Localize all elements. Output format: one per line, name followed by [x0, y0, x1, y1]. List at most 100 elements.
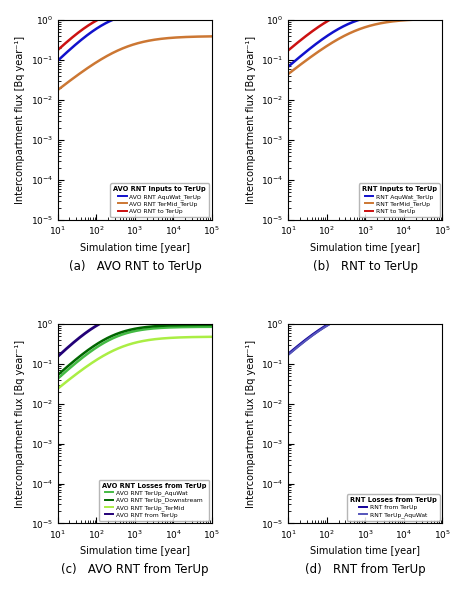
Line: AVO RNT TerMid_TerUp: AVO RNT TerMid_TerUp — [58, 36, 212, 90]
RNT to TerUp — [303, 33, 309, 40]
AVO RNT TerUp_Downstream — [73, 356, 78, 364]
AVO RNT from TerUp — [114, 313, 120, 320]
RNT from TerUp — [312, 329, 318, 336]
RNT from TerUp — [286, 350, 291, 358]
AVO RNT TerMid_TerUp — [121, 44, 126, 52]
RNT TerMid_TerUp — [345, 31, 350, 38]
AVO RNT AquWat_TerUp — [82, 34, 88, 41]
RNT TerUp_AquWat — [286, 351, 291, 358]
AVO RNT TerMid_TerUp — [82, 66, 88, 74]
RNT TerUp_AquWat — [437, 303, 442, 310]
Line: AVO RNT from TerUp: AVO RNT from TerUp — [58, 310, 212, 356]
Line: RNT from TerUp: RNT from TerUp — [288, 306, 443, 354]
AVO RNT TerMid_TerUp — [114, 47, 120, 55]
RNT from TerUp — [440, 302, 445, 310]
RNT TerUp_AquWat — [312, 330, 318, 337]
RNT to TerUp — [286, 47, 291, 54]
RNT TerUp_AquWat — [440, 303, 445, 310]
Y-axis label: Intercompartment flux [Bq year⁻¹]: Intercompartment flux [Bq year⁻¹] — [15, 36, 25, 204]
AVO RNT TerUp_Downstream — [82, 349, 88, 356]
RNT AquWat_TerUp — [440, 9, 445, 16]
Line: RNT AquWat_TerUp: RNT AquWat_TerUp — [288, 12, 443, 66]
Line: AVO RNT TerUp_Downstream: AVO RNT TerUp_Downstream — [58, 325, 212, 375]
Y-axis label: Intercompartment flux [Bq year⁻¹]: Intercompartment flux [Bq year⁻¹] — [246, 36, 255, 204]
AVO RNT from TerUp — [82, 330, 88, 337]
AVO RNT AquWat_TerUp — [206, 7, 212, 14]
AVO RNT TerMid_TerUp — [73, 73, 78, 80]
AVO RNT TerUp_AquWat — [206, 323, 212, 330]
AVO RNT TerUp_TerMid — [73, 371, 78, 378]
AVO RNT TerUp_AquWat — [209, 323, 215, 330]
X-axis label: Simulation time [year]: Simulation time [year] — [80, 546, 190, 556]
Text: (d)   RNT from TerUp: (d) RNT from TerUp — [305, 563, 426, 576]
AVO RNT from TerUp — [209, 306, 215, 313]
RNT AquWat_TerUp — [351, 18, 357, 25]
AVO RNT to TerUp — [114, 9, 120, 16]
AVO RNT from TerUp — [55, 353, 61, 360]
AVO RNT to TerUp — [206, 3, 212, 10]
Legend: RNT from TerUp, RNT TerUp_AquWat: RNT from TerUp, RNT TerUp_AquWat — [347, 495, 439, 521]
RNT TerUp_AquWat — [420, 303, 425, 310]
AVO RNT from TerUp — [206, 306, 212, 313]
AVO RNT TerUp_Downstream — [209, 321, 215, 329]
AVO RNT from TerUp — [190, 306, 195, 313]
RNT AquWat_TerUp — [286, 63, 291, 70]
RNT AquWat_TerUp — [312, 41, 318, 48]
RNT from TerUp — [345, 312, 350, 319]
AVO RNT from TerUp — [121, 311, 126, 318]
Line: AVO RNT TerUp_AquWat: AVO RNT TerUp_AquWat — [58, 327, 212, 378]
Line: RNT to TerUp: RNT to TerUp — [288, 2, 443, 50]
AVO RNT from TerUp — [73, 337, 78, 345]
AVO RNT TerUp_AquWat — [121, 330, 126, 337]
RNT to TerUp — [420, 0, 425, 6]
AVO RNT TerUp_Downstream — [190, 321, 195, 329]
Legend: AVO RNT TerUp_AquWat, AVO RNT TerUp_Downstream, AVO RNT TerUp_TerMid, AVO RNT fr: AVO RNT TerUp_AquWat, AVO RNT TerUp_Down… — [99, 480, 209, 521]
AVO RNT TerUp_Downstream — [121, 328, 126, 335]
AVO RNT AquWat_TerUp — [209, 7, 215, 14]
AVO RNT to TerUp — [82, 24, 88, 31]
AVO RNT AquWat_TerUp — [55, 57, 61, 64]
RNT to TerUp — [351, 6, 357, 13]
AVO RNT AquWat_TerUp — [190, 7, 195, 14]
AVO RNT TerUp_TerMid — [55, 385, 61, 392]
RNT TerMid_TerUp — [303, 57, 309, 64]
AVO RNT TerUp_TerMid — [209, 333, 215, 340]
AVO RNT TerUp_AquWat — [190, 323, 195, 330]
Y-axis label: Intercompartment flux [Bq year⁻¹]: Intercompartment flux [Bq year⁻¹] — [15, 340, 25, 508]
RNT to TerUp — [437, 0, 442, 6]
AVO RNT TerUp_AquWat — [55, 375, 61, 382]
Line: RNT TerUp_AquWat: RNT TerUp_AquWat — [288, 307, 443, 355]
AVO RNT AquWat_TerUp — [114, 15, 120, 22]
AVO RNT AquWat_TerUp — [121, 12, 126, 20]
AVO RNT TerUp_TerMid — [206, 333, 212, 340]
Legend: AVO RNT AquWat_TerUp, AVO RNT TerMid_TerUp, AVO RNT to TerUp: AVO RNT AquWat_TerUp, AVO RNT TerMid_Ter… — [110, 183, 209, 217]
Legend: RNT AquWat_TerUp, RNT TerMid_TerUp, RNT to TerUp: RNT AquWat_TerUp, RNT TerMid_TerUp, RNT … — [358, 183, 439, 217]
RNT from TerUp — [351, 310, 357, 317]
RNT TerMid_TerUp — [420, 16, 425, 23]
AVO RNT to TerUp — [73, 31, 78, 39]
AVO RNT to TerUp — [190, 3, 195, 10]
RNT TerMid_TerUp — [440, 15, 445, 23]
AVO RNT to TerUp — [121, 7, 126, 14]
AVO RNT TerUp_AquWat — [73, 360, 78, 367]
RNT TerMid_TerUp — [437, 15, 442, 23]
AVO RNT TerUp_TerMid — [190, 333, 195, 340]
AVO RNT TerMid_TerUp — [209, 33, 215, 40]
Text: (a)   AVO RNT to TerUp: (a) AVO RNT to TerUp — [69, 260, 201, 273]
X-axis label: Simulation time [year]: Simulation time [year] — [310, 243, 420, 253]
RNT TerMid_TerUp — [351, 28, 357, 35]
RNT from TerUp — [303, 336, 309, 343]
X-axis label: Simulation time [year]: Simulation time [year] — [310, 546, 420, 556]
AVO RNT TerMid_TerUp — [206, 33, 212, 40]
RNT AquWat_TerUp — [345, 21, 350, 28]
AVO RNT TerMid_TerUp — [55, 87, 61, 94]
X-axis label: Simulation time [year]: Simulation time [year] — [80, 243, 190, 253]
AVO RNT TerUp_Downstream — [55, 371, 61, 378]
AVO RNT AquWat_TerUp — [73, 41, 78, 48]
AVO RNT TerUp_TerMid — [82, 365, 88, 372]
AVO RNT TerUp_Downstream — [114, 330, 120, 337]
RNT from TerUp — [420, 303, 425, 310]
Line: AVO RNT to TerUp: AVO RNT to TerUp — [58, 7, 212, 50]
Text: (c)   AVO RNT from TerUp: (c) AVO RNT from TerUp — [61, 563, 209, 576]
AVO RNT TerUp_Downstream — [206, 321, 212, 329]
